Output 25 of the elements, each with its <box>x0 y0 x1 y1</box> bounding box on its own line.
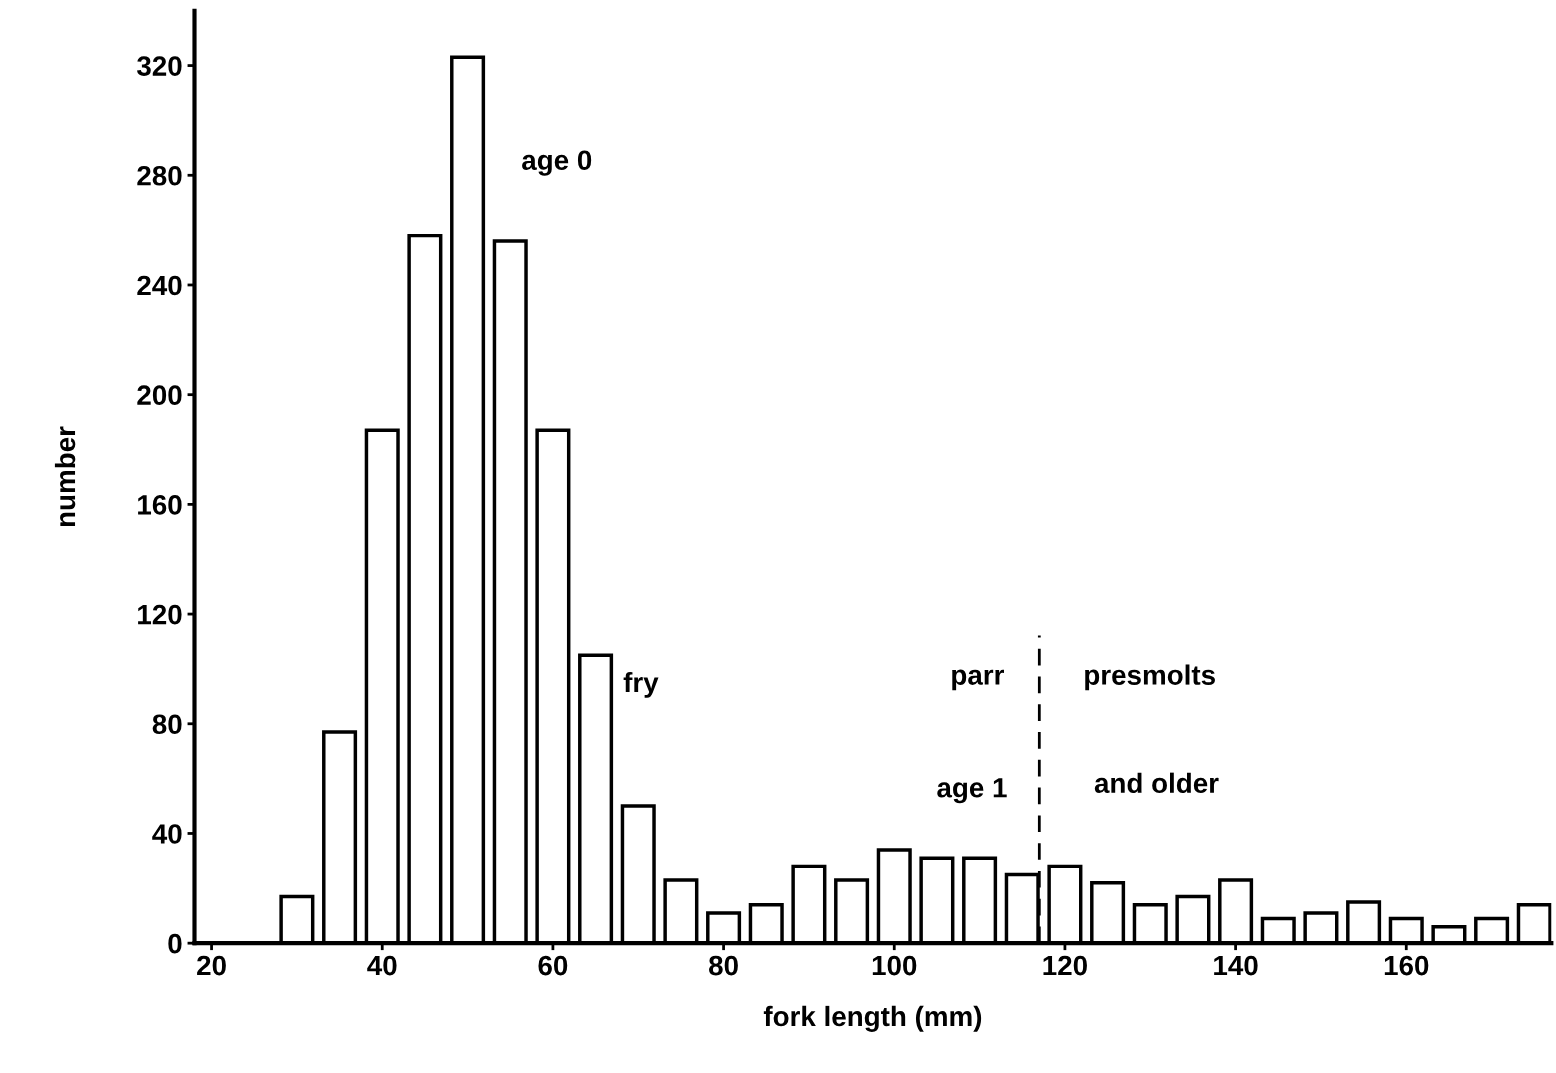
x-tick-label: 60 <box>538 955 568 976</box>
annotation: age 1 <box>937 778 1007 804</box>
y-tick-label: 200 <box>137 385 182 406</box>
x-tick-label: 20 <box>197 955 226 976</box>
x-tick-label: 100 <box>872 955 917 976</box>
y-tick-label: 120 <box>138 604 182 625</box>
y-axis-title: number <box>54 426 76 527</box>
y-tick-label: 40 <box>152 824 182 844</box>
annotation: age 0 <box>522 150 592 176</box>
annotation: and older <box>1094 772 1219 794</box>
x-tick-label: 40 <box>367 955 397 976</box>
y-tick-label: 0 <box>168 933 182 954</box>
annotation: fry <box>623 671 659 698</box>
y-tick-label: 80 <box>152 714 182 735</box>
x-axis-title: fork length (mm) <box>763 1005 982 1032</box>
y-tick-label: 160 <box>138 495 182 515</box>
y-tick-label: 240 <box>137 275 182 296</box>
x-tick-label: 160 <box>1384 955 1429 976</box>
y-tick-label: 320 <box>136 56 182 76</box>
x-tick-label: 80 <box>709 955 738 976</box>
annotation: parr <box>952 669 1004 691</box>
annotation: presmolts <box>1085 664 1215 691</box>
x-tick-label: 140 <box>1214 955 1258 976</box>
y-tick-label: 280 <box>137 165 182 186</box>
x-tick-label: 120 <box>1043 955 1087 976</box>
